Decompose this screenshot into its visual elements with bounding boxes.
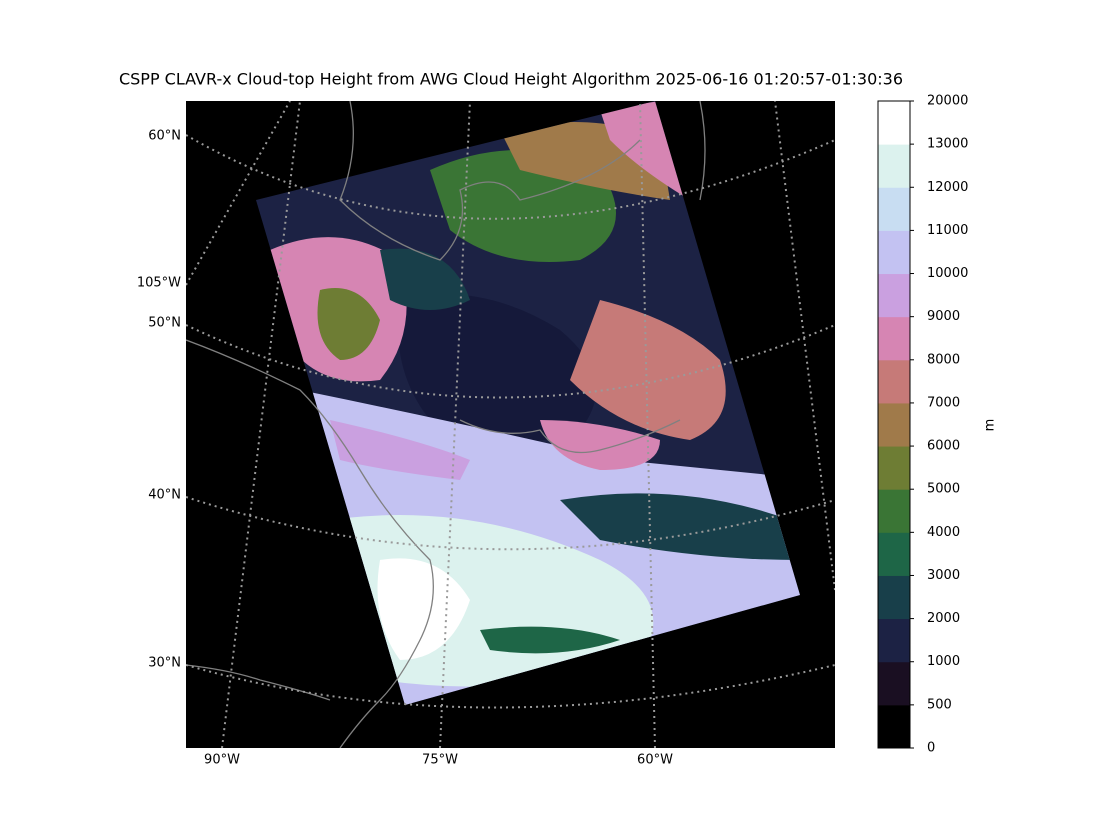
colorbar-segment	[878, 402, 910, 447]
colorbar-segment	[878, 273, 910, 318]
colorbar-segment	[878, 187, 910, 231]
colorbar-segment	[878, 316, 910, 361]
lon-label: 90°W	[204, 753, 240, 768]
lat-label: 30°N	[148, 656, 181, 671]
lat-label: 40°N	[148, 488, 181, 503]
lon-label: 60°W	[637, 753, 673, 768]
colorbar-tick-label: 20000	[927, 94, 968, 109]
colorbar-segment	[878, 446, 910, 490]
colorbar-outline	[877, 100, 911, 749]
colorbar-segment	[878, 359, 910, 404]
lat-label: 50°N	[148, 316, 181, 331]
lon-label: 105°W	[137, 276, 181, 291]
colorbar-tick-label: 12000	[927, 180, 968, 195]
colorbar-tick-label: 13000	[927, 137, 968, 152]
colorbar-tick-label: 8000	[927, 352, 960, 367]
colorbar-segment	[878, 532, 910, 576]
colorbar-tick-label: 3000	[927, 568, 960, 583]
colorbar-tick-label: 1000	[927, 654, 960, 669]
colorbar-segment	[878, 230, 910, 275]
colorbar-segment	[878, 575, 910, 620]
graticule	[186, 101, 835, 748]
lat-label: 60°N	[148, 129, 181, 144]
colorbar-tick-label: 4000	[927, 525, 960, 540]
colorbar-segment	[878, 144, 910, 188]
colorbar-tick-label: 11000	[927, 223, 968, 238]
colorbar-segment	[878, 489, 910, 533]
colorbar-tick-label: 9000	[927, 309, 960, 324]
colorbar-tick-label: 7000	[927, 395, 960, 410]
colorbar-segment	[878, 618, 910, 663]
colorbar-tick-label: 6000	[927, 439, 960, 454]
map-title: CSPP CLAVR-x Cloud-top Height from AWG C…	[119, 70, 903, 89]
coastlines	[186, 101, 706, 748]
colorbar: 0 500 1000 2000 3000 4000 5000 6000 7000 8000 9000…	[877, 94, 968, 756]
colorbar-label: m	[983, 419, 998, 432]
colorbar-tick-label: 5000	[927, 482, 960, 497]
lon-label: 75°W	[422, 753, 458, 768]
colorbar-tick-label: 2000	[927, 611, 960, 626]
colorbar-tick-label: 10000	[927, 266, 968, 281]
colorbar-segment	[878, 704, 910, 749]
colorbar-tick-label: 0	[927, 741, 935, 756]
colorbar-tick-label: 500	[927, 697, 952, 712]
colorbar-segment	[878, 101, 910, 145]
colorbar-segment	[878, 661, 910, 706]
graticule-labels: 60°N 50°N 40°N 30°N 105°W 90°W 75°W 60°W	[137, 129, 673, 768]
